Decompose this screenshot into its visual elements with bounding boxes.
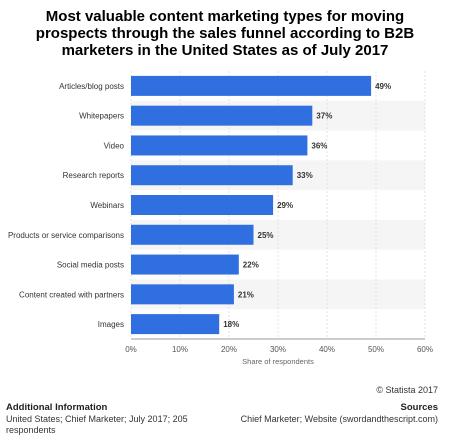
category-label: Webinars — [90, 201, 124, 210]
category-label: Articles/blog posts — [59, 82, 124, 91]
data-label: 37% — [316, 112, 332, 121]
bar — [131, 75, 372, 96]
data-label: 49% — [375, 82, 391, 91]
category-label: Video — [104, 141, 125, 150]
data-label: 36% — [311, 141, 327, 150]
bar — [131, 224, 254, 245]
bar — [131, 284, 234, 305]
x-tick-label: 60% — [417, 345, 433, 354]
data-label: 25% — [258, 231, 274, 240]
bar — [131, 135, 308, 156]
bar — [131, 314, 220, 335]
data-label: 18% — [223, 320, 239, 329]
category-label: Content created with partners — [19, 290, 124, 299]
bar — [131, 195, 274, 215]
category-label: Whitepapers — [79, 112, 124, 121]
category-label: Images — [98, 320, 124, 329]
bar — [131, 165, 293, 186]
x-axis-label: Share of respondents — [242, 357, 314, 366]
bar — [131, 105, 313, 126]
x-tick-label: 50% — [368, 345, 384, 354]
data-label: 33% — [297, 171, 313, 180]
data-label: 29% — [277, 201, 293, 210]
x-tick-label: 20% — [221, 345, 237, 354]
copyright-text: © Statista 2017 — [376, 385, 438, 395]
additional-info-text: United States; Chief Marketer; July 2017… — [6, 414, 188, 435]
x-tick-label: 10% — [172, 345, 188, 354]
category-label: Products or service comparisons — [8, 231, 124, 240]
chart-title: Most valuable content marketing types fo… — [35, 8, 415, 59]
sources-text: Chief Marketer; Website (swordandthescri… — [240, 414, 438, 424]
bar-chart: Articles/blog posts 49% Whitepapers 37% Vide… — [8, 71, 433, 366]
additional-info-heading[interactable]: Additional Information — [6, 402, 108, 413]
x-tick-label: 0% — [125, 345, 137, 354]
x-tick-label: 30% — [270, 345, 286, 354]
data-label: 22% — [243, 261, 259, 270]
data-label: 21% — [238, 290, 254, 299]
sources-heading[interactable]: Sources — [400, 402, 439, 413]
category-label: Social media posts — [57, 261, 124, 270]
category-label: Research reports — [63, 171, 124, 180]
x-tick-label: 40% — [319, 345, 335, 354]
bar — [131, 254, 239, 275]
